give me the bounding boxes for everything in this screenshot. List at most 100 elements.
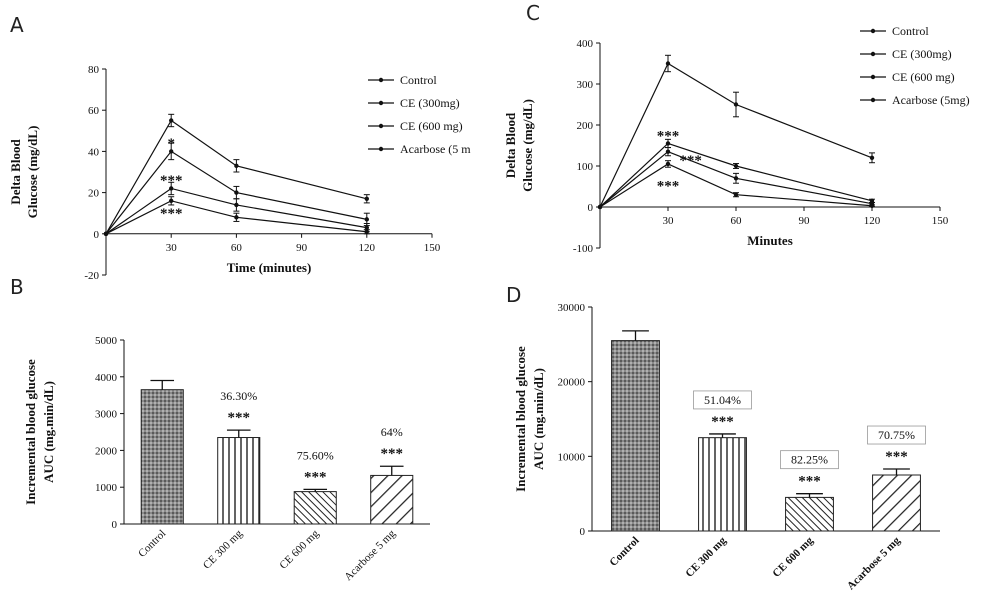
panel-letter-a: A: [10, 13, 24, 37]
panel-b-category-label: Acarbose 5 mg: [342, 527, 398, 583]
panel-a-y-tick-label: 20: [88, 188, 100, 200]
panel-b-y-tick-label: 0: [112, 519, 118, 531]
panel-d-bar: [785, 496, 834, 532]
panel-a-data-point: [234, 163, 239, 169]
panel-a-y-tick-label: 60: [88, 105, 100, 117]
panel-c-x-tick-label: 150: [932, 215, 949, 227]
panel-c-y-axis-title-line2: Glucose (mg/dL): [520, 99, 535, 192]
panel-c-legend-marker: [870, 74, 876, 80]
panel-d-percent-label: 51.04%: [704, 393, 741, 407]
panel-c-data-point: [597, 204, 603, 210]
panel-b-category-label: CE 600 mg: [277, 527, 321, 571]
panel-a-data-point: [169, 198, 174, 204]
panel-a-data-point: [234, 215, 239, 220]
panel-c-y-tick-label: 200: [577, 120, 594, 132]
panel-c-significance-stars: ***: [657, 179, 680, 195]
panel-c-data-point: [733, 102, 739, 107]
panel-d-percent-box: [780, 450, 839, 470]
panel-c-data-point: [665, 141, 671, 146]
panel-c-significance-stars: ***: [657, 128, 680, 144]
panel-d-significance-stars: ***: [711, 414, 734, 430]
panel-a-legend-marker: [378, 146, 384, 152]
panel-a-legend-label: CE (300mg): [400, 96, 460, 110]
panel-letter-c: C: [526, 1, 540, 25]
panel-d-percent-label: 70.75%: [878, 428, 915, 442]
panel-b-bar: [140, 389, 184, 525]
panel-a-x-tick-label: 60: [231, 242, 243, 254]
panel-c-legend-label: CE (600 mg): [892, 70, 955, 84]
panel-c-y-tick-label: 0: [588, 202, 594, 214]
panel-c-significance-stars: ***: [679, 153, 702, 169]
panel-a-data-point: [364, 196, 369, 201]
panel-a-y-tick-label: 80: [88, 64, 100, 76]
panel-c-legend-marker: [870, 51, 876, 57]
panel-a-x-tick-label: 30: [166, 242, 178, 254]
panel-a-legend-marker: [378, 123, 384, 129]
panel-d-y-tick-label: 30000: [558, 302, 586, 314]
bar-chart-panel-d: 0 10000 20000 30000 Incremental blood glucos…: [513, 302, 940, 592]
panel-b-significance-stars: ***: [381, 446, 404, 462]
panel-a-x-tick-label: 150: [424, 242, 441, 254]
panel-a-significance-stars: *: [167, 136, 175, 152]
panel-d-significance-stars: ***: [798, 474, 821, 490]
panel-a-data-point: [234, 190, 239, 195]
panel-a-legend-marker: [378, 100, 384, 106]
panel-a-legend-label: CE (600 mg): [400, 119, 463, 133]
panel-letter-d: D: [506, 283, 521, 307]
panel-d-y-tick-label: 10000: [558, 451, 586, 463]
panel-b-significance-stars: ***: [304, 469, 327, 485]
panel-b-category-label: Control: [136, 528, 168, 560]
panel-b-y-tick-label: 2000: [95, 445, 118, 457]
panel-c-y-tick-label: -100: [573, 243, 594, 255]
panel-d-y-tick-label: 20000: [558, 377, 586, 389]
panel-a-legend-label: Acarbose (5 m: [400, 142, 471, 156]
line-chart-panel-c: -100 0 100 200 300 400 30 60 90 120 150 Minutes Delt…: [503, 24, 970, 255]
panel-a-data-point: [364, 217, 369, 222]
panel-c-legend-marker: [870, 28, 876, 34]
panel-d-y-axis-title-line1: Incremental blood glucose: [513, 346, 528, 492]
panel-c-series-line: [599, 62, 873, 208]
panel-c-data-point: [869, 155, 875, 160]
panel-c-legend-label: Control: [892, 24, 929, 38]
panel-d-percent-box: [693, 390, 752, 410]
panel-d-category-label: Acarbose 5 mg: [845, 534, 903, 592]
panel-a-y-tick-label: 0: [94, 229, 100, 241]
panel-a-data-point: [169, 118, 174, 123]
panel-d-y-tick-label: 0: [580, 526, 586, 538]
panel-c-data-point: [665, 61, 671, 66]
panel-b-y-tick-label: 5000: [95, 335, 118, 347]
panel-b-percent-label: 75.60%: [297, 448, 334, 462]
panel-d-significance-stars: ***: [885, 449, 908, 465]
panel-d-bar: [872, 474, 921, 532]
bar-chart-panel-b: 0 1000 2000 3000 4000 5000 Incremental blood g…: [23, 335, 430, 583]
panel-a-data-point: [364, 225, 369, 230]
panel-d-y-axis-title-line2: AUC (mg.min/dL): [531, 368, 546, 470]
panel-c-y-axis-title-line1: Delta Blood: [503, 112, 518, 178]
panel-a-y-axis-title-line2: Glucose (mg/dL): [25, 126, 40, 219]
panel-b-percent-label: 64%: [381, 425, 403, 439]
panel-b-significance-stars: ***: [228, 410, 251, 426]
panel-a-series-line: [105, 150, 367, 235]
panel-b-y-axis-title-line1: Incremental blood glucose: [23, 359, 38, 505]
panel-a-data-point: [169, 149, 174, 154]
panel-c-legend-label: Acarbose (5mg): [892, 93, 970, 107]
panel-c-series-line: [599, 163, 873, 208]
panel-b-y-tick-label: 4000: [95, 372, 118, 384]
panel-a-y-axis-title-line1: Delta Blood: [8, 139, 23, 205]
panel-a-series-line: [105, 187, 367, 235]
panel-c-y-tick-label: 300: [577, 79, 594, 91]
panel-b-category-label: CE 300 mg: [201, 527, 245, 571]
panel-a-significance-stars: ***: [160, 206, 183, 222]
panel-a-legend-marker: [378, 77, 384, 83]
panel-b-bar: [370, 474, 414, 525]
panel-c-x-axis-title: Minutes: [747, 233, 793, 248]
panel-c-y-tick-label: 100: [577, 161, 594, 173]
line-chart-panel-a: -20 0 20 40 60 80 30 60 90 120 150 Time (minutes) De…: [8, 64, 471, 282]
panel-c-x-tick-label: 120: [864, 215, 881, 227]
panel-a-x-tick-label: 90: [296, 242, 308, 254]
panel-a-x-tick-label: 120: [359, 242, 376, 254]
panel-d-percent-label: 82.25%: [791, 453, 828, 467]
panel-b-bar: [293, 491, 337, 525]
panel-d-bar: [698, 437, 747, 532]
